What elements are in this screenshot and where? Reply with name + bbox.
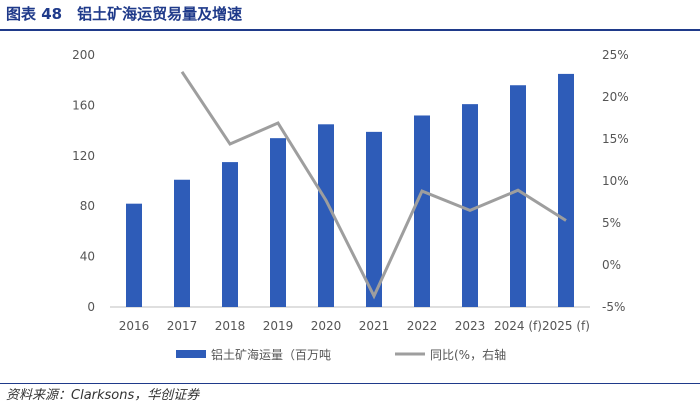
footer-rule [0, 383, 700, 384]
bar-2024-f [510, 85, 526, 308]
x-tick-2021: 2021 [359, 319, 390, 333]
y-left-tick-0: 0 [87, 300, 95, 314]
bar-2023 [462, 104, 478, 307]
bar-2020 [318, 124, 334, 307]
bar-2021 [366, 131, 382, 307]
y-right-tick-15: 15% [602, 132, 629, 146]
bar-2017 [174, 179, 190, 307]
y-right-tick-25: 25% [602, 48, 629, 62]
header-rule [0, 29, 700, 31]
bar-2022 [414, 115, 430, 307]
x-tick-2019: 2019 [263, 319, 294, 333]
bar-2019 [270, 138, 286, 307]
bar-2018 [222, 162, 238, 307]
x-tick-2020: 2020 [311, 319, 342, 333]
legend-bar-label: 铝土矿海运量（百万吨 [211, 347, 331, 362]
y-left-tick-200: 200 [72, 48, 95, 62]
x-tick-2016: 2016 [119, 319, 150, 333]
y-right-tick-neg5: -5% [602, 300, 625, 314]
bar-2025-f [558, 73, 574, 308]
y-right-tick-10: 10% [602, 174, 629, 188]
y-left-tick-40: 40 [80, 250, 95, 264]
y-left-tick-120: 120 [72, 149, 95, 163]
y-left-tick-80: 80 [80, 199, 95, 213]
x-tick-2018: 2018 [215, 319, 246, 333]
y-right-tick-20: 20% [602, 90, 629, 104]
x-tick-2024-f: 2024 (f) [494, 319, 542, 333]
x-tick-2023: 2023 [455, 319, 486, 333]
source-note: 资料来源：Clarksons，华创证券 [6, 388, 200, 403]
x-tick-2017: 2017 [167, 319, 198, 333]
x-tick-2025-f: 2025 (f) [542, 319, 590, 333]
figure-title: 图表 48 铝土矿海运贸易量及增速 [6, 5, 243, 23]
x-tick-2022: 2022 [407, 319, 438, 333]
legend-bar-swatch [176, 350, 206, 358]
legend-line-label: 同比(%，右轴 [430, 347, 506, 362]
bar-2016 [126, 203, 142, 307]
y-right-tick-0: 0% [602, 258, 621, 272]
y-right-tick-5: 5% [602, 216, 621, 230]
y-left-tick-160: 160 [72, 98, 95, 112]
